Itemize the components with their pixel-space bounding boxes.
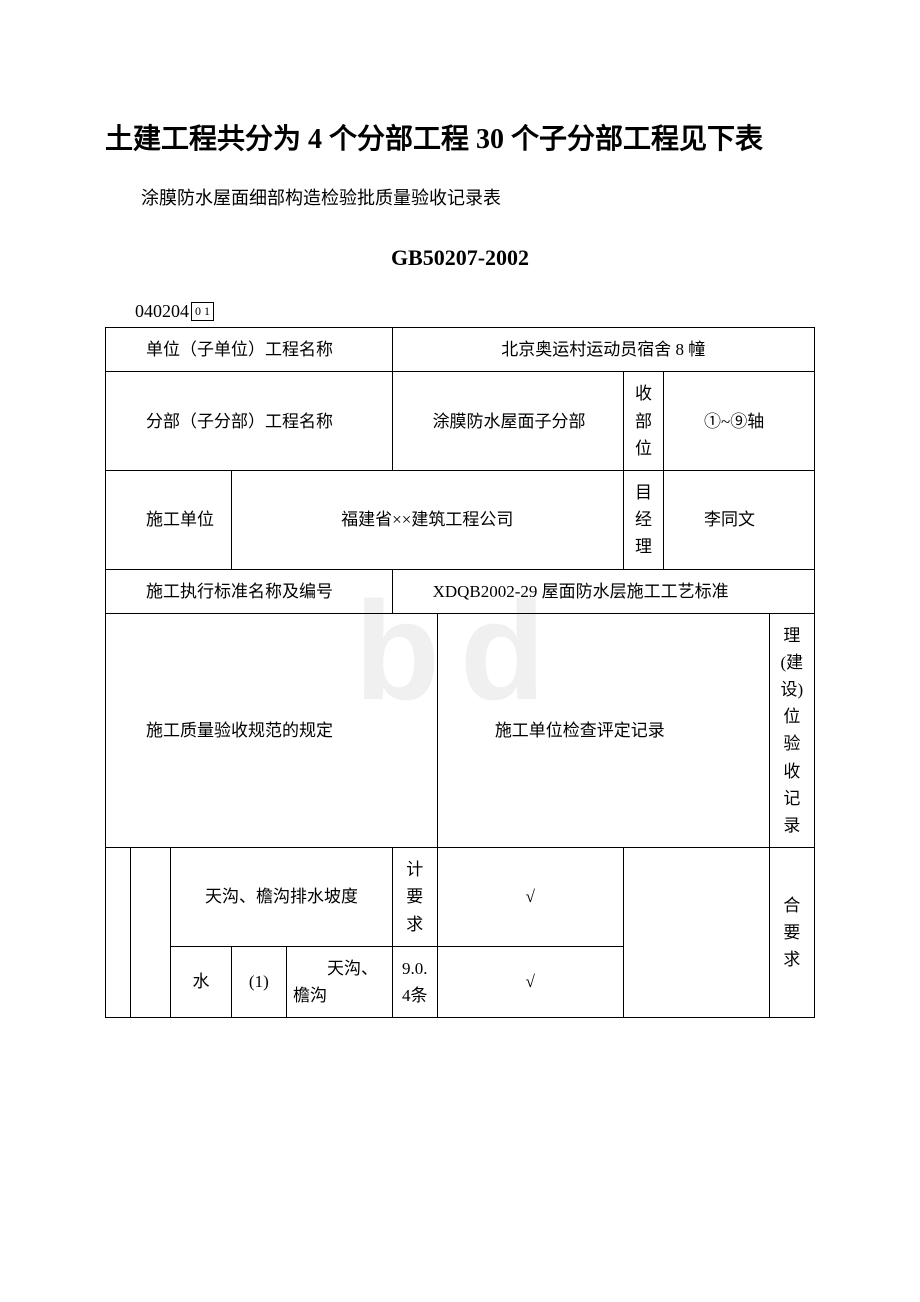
table-row: 施工单位 福建省××建筑工程公司 目经理 李同文 [106, 470, 815, 569]
standard-value: XDQB2002-29 屋面防水层施工工艺标准 [392, 569, 814, 613]
inspection-record-label: 施工单位检查评定记录 [437, 613, 769, 848]
doc-code-wrapper: 040204 0 1 [105, 301, 815, 322]
table-row: 天沟、檐沟排水坡度 计要求 √ 合要求 [106, 848, 815, 947]
supervision-record-label: 理(建设)位验收记录 [769, 613, 814, 848]
cell-blank-left2 [131, 848, 171, 1018]
clause-code: 9.0.4条 [392, 946, 437, 1017]
check-mark-1: √ [437, 848, 623, 947]
main-title: 土建工程共分为 4 个分部工程 30 个子分部工程见下表 [105, 120, 815, 159]
check-mark-2: √ [437, 946, 623, 1017]
table-row: 分部（子分部）工程名称 涂膜防水屋面子分部 收部位 ①~⑨轴 [106, 372, 815, 471]
acceptance-position-value: ①~⑨轴 [664, 372, 815, 471]
gb-code: GB50207-2002 [105, 245, 815, 271]
cell-blank-right [623, 848, 769, 1018]
inspection-table: 单位（子单位）工程名称 北京奥运村运动员宿舍 8 幢 分部（子分部）工程名称 涂… [105, 327, 815, 1018]
branch-project-label: 分部（子分部）工程名称 [106, 372, 393, 471]
acceptance-position-label: 收部位 [623, 372, 663, 471]
project-manager-value: 李同文 [664, 470, 815, 569]
table-row: 单位（子单位）工程名称 北京奥运村运动员宿舍 8 幢 [106, 328, 815, 372]
design-requirement-label: 计要求 [392, 848, 437, 947]
construction-unit-label: 施工单位 [106, 470, 232, 569]
doc-code: 040204 [135, 301, 189, 322]
construction-unit-value: 福建省××建筑工程公司 [231, 470, 623, 569]
subtitle: 涂膜防水屋面细部构造检验批质量验收记录表 [105, 184, 815, 210]
drainage-slope-item: 天沟、檐沟排水坡度 [171, 848, 392, 947]
cell-blank-left [106, 848, 131, 1018]
branch-project-value: 涂膜防水屋面子分部 [392, 372, 623, 471]
document-content: 土建工程共分为 4 个分部工程 30 个子分部工程见下表 涂膜防水屋面细部构造检… [105, 120, 815, 1018]
standard-label: 施工执行标准名称及编号 [106, 569, 393, 613]
quality-spec-label: 施工质量验收规范的规定 [106, 613, 438, 848]
doc-code-sup: 0 1 [191, 302, 214, 321]
project-manager-label: 目经理 [623, 470, 663, 569]
unit-project-value: 北京奥运村运动员宿舍 8 幢 [392, 328, 814, 372]
unit-project-label: 单位（子单位）工程名称 [106, 328, 393, 372]
water-label: 水 [171, 946, 231, 1017]
table-row: 施工执行标准名称及编号 XDQB2002-29 屋面防水层施工工艺标准 [106, 569, 815, 613]
table-row: 施工质量验收规范的规定 施工单位检查评定记录 理(建设)位验收记录 [106, 613, 815, 848]
conformance-result: 合要求 [769, 848, 814, 1018]
gutter-item: 天沟、檐沟 [286, 946, 392, 1017]
item-number: (1) [231, 946, 286, 1017]
